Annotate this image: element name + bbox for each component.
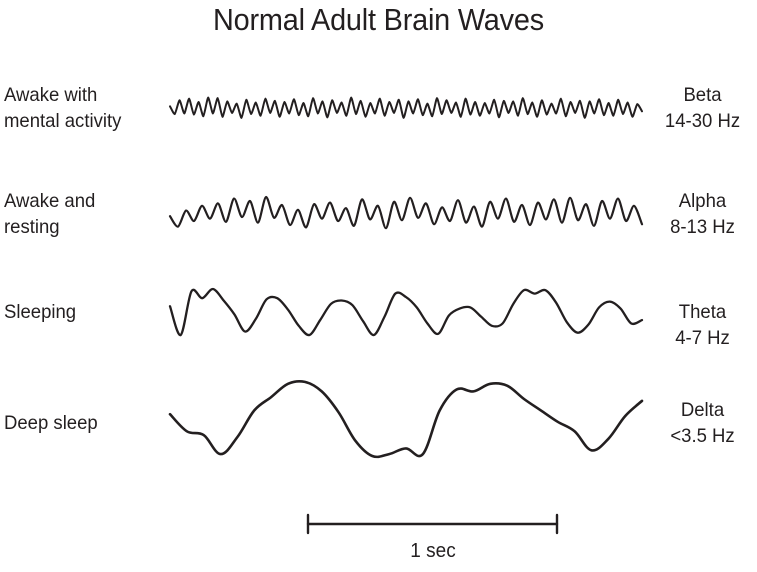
band-name: Alpha <box>678 190 727 212</box>
band-name: Theta <box>678 301 727 323</box>
row-label-alpha: Awake and resting <box>4 188 156 240</box>
band-range: 14-30 Hz <box>664 110 741 132</box>
eeg-trace-beta <box>169 96 643 119</box>
band-name: Beta <box>683 84 722 106</box>
state-line-2: mental activity <box>4 110 122 132</box>
band-label-beta: Beta 14-30 Hz <box>651 82 755 134</box>
eeg-trace-alpha <box>168 195 644 230</box>
state-line-1: Deep sleep <box>4 412 98 434</box>
eeg-trace-theta <box>168 287 644 337</box>
scale-bar <box>306 513 559 535</box>
state-line-1: Awake and <box>4 190 96 212</box>
band-range: 4-7 Hz <box>675 327 730 349</box>
state-line-2: resting <box>4 216 60 238</box>
row-label-delta: Deep sleep <box>4 410 156 436</box>
band-label-theta: Theta 4-7 Hz <box>651 299 755 351</box>
band-name: Delta <box>680 399 725 421</box>
band-range: 8-13 Hz <box>670 216 735 238</box>
row-label-beta: Awake with mental activity <box>4 82 156 134</box>
band-label-alpha: Alpha 8-13 Hz <box>651 188 755 240</box>
row-label-theta: Sleeping <box>4 299 156 325</box>
scale-bar-caption: 1 sec <box>410 540 456 562</box>
state-line-1: Sleeping <box>4 301 77 323</box>
eeg-trace-delta <box>168 379 644 459</box>
band-label-delta: Delta <3.5 Hz <box>651 397 755 449</box>
state-line-1: Awake with <box>4 84 98 106</box>
band-range: <3.5 Hz <box>670 425 735 447</box>
page-title: Normal Adult Brain Waves <box>213 2 544 37</box>
